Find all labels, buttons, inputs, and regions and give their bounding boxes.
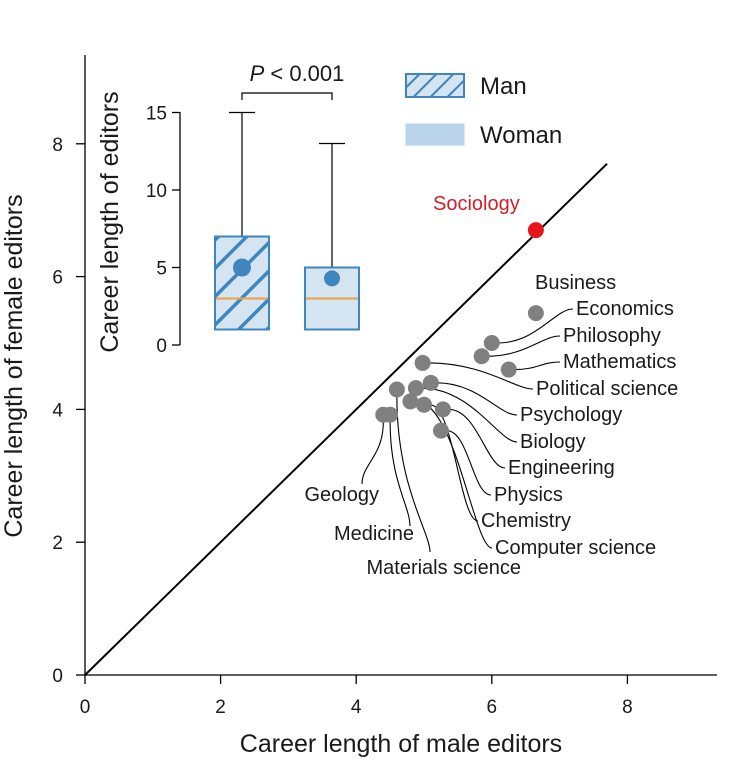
scatter-points <box>375 222 544 439</box>
legend-label-man: Man <box>480 73 527 100</box>
point-label-political-science: Political science <box>536 378 678 400</box>
point-label-mathematics: Mathematics <box>563 351 676 373</box>
x-axis-title: Career length of male editors <box>240 730 562 758</box>
scatter-point-geology <box>375 406 392 423</box>
scatter-point-chemistry <box>416 396 432 413</box>
x-ticks: 0 2 4 6 8 <box>80 675 633 718</box>
mean-marker-woman <box>324 270 340 287</box>
mean-marker-man <box>233 258 251 277</box>
y-ticks: 0 2 4 6 8 <box>52 135 85 687</box>
scatter-point-philosophy <box>473 348 490 365</box>
leader-line-economics <box>497 308 574 344</box>
point-label-medicine: Medicine <box>334 523 414 545</box>
scatter-point-engineering <box>434 401 451 418</box>
point-label-materials-science: Materials science <box>366 557 521 579</box>
inset-y-axis-title: Career length of editors <box>96 91 124 352</box>
y-tick-label: 6 <box>52 268 63 289</box>
inset-box-plot: 0 5 10 15 Career length of editors P < 0.00… <box>96 61 360 357</box>
inset-y-tick-label: 0 <box>156 336 167 357</box>
y-axis-title: Career length of female editors <box>0 194 28 537</box>
leader-line-engineering <box>448 408 506 469</box>
scatter-point-physics <box>432 422 449 439</box>
leader-line-psychology <box>436 382 518 416</box>
legend-swatch-woman <box>405 123 465 146</box>
leader-line-geology <box>361 421 384 485</box>
legend-swatch-man <box>405 73 465 98</box>
leader-line-mathematics <box>514 361 561 371</box>
x-tick-label: 2 <box>215 697 226 718</box>
y-tick-label: 4 <box>52 400 63 421</box>
scatter-point-economics <box>483 335 500 351</box>
point-label-psychology: Psychology <box>520 404 622 426</box>
scatter-point-sociology <box>527 222 544 239</box>
point-label-philosophy: Philosophy <box>563 325 661 347</box>
p-value-symbol: P <box>250 61 265 86</box>
inset-y-tick-label: 10 <box>146 181 167 202</box>
point-labels: Sociology Business Economics Philosophy Math… <box>305 193 679 579</box>
scatter-point-psychology <box>422 374 439 391</box>
inset-boxes <box>214 111 360 331</box>
point-label-physics: Physics <box>494 484 563 506</box>
inset-y-tick-label: 15 <box>146 104 167 125</box>
significance-bracket <box>241 92 333 100</box>
leader-line-materials-science <box>396 396 431 553</box>
leader-line-philosophy <box>487 335 561 357</box>
inset-y-tick-label: 5 <box>156 259 167 280</box>
y-tick-label: 0 <box>52 666 63 687</box>
scatter-axes: 0 2 4 6 8 0 2 4 6 8 Career length of male editor… <box>0 55 717 758</box>
x-tick-label: 4 <box>351 697 362 718</box>
x-tick-label: 0 <box>80 697 91 718</box>
scatter-point-computer-science <box>402 393 419 410</box>
reference-diagonal-line <box>84 163 608 676</box>
scatter-point-biology <box>407 380 424 397</box>
box-man <box>214 235 270 331</box>
x-tick-label: 8 <box>622 697 633 718</box>
scatter-point-mathematics <box>500 361 517 378</box>
scatter-point-materials-science <box>388 381 405 398</box>
inset-y-ticks: 0 5 10 15 <box>146 104 180 357</box>
y-tick-label: 2 <box>52 533 63 554</box>
point-label-economics: Economics <box>576 298 674 320</box>
leader-line-physics <box>446 430 492 496</box>
p-value-text: < 0.001 <box>264 61 344 86</box>
leader-line-biology <box>421 387 518 443</box>
legend-label-woman: Woman <box>480 122 562 149</box>
point-label-business: Business <box>535 272 616 294</box>
point-label-computer-science: Computer science <box>495 537 656 559</box>
leader-line-medicine <box>389 421 411 527</box>
scatter-point-political-science <box>414 354 431 371</box>
y-tick-label: 8 <box>52 135 63 156</box>
point-label-chemistry: Chemistry <box>481 510 571 532</box>
legend: Man Woman <box>405 73 562 149</box>
p-value-annotation: P < 0.001 <box>250 61 345 86</box>
point-label-biology: Biology <box>520 431 586 453</box>
point-label-sociology: Sociology <box>433 193 520 215</box>
x-tick-label: 6 <box>487 697 498 718</box>
point-label-geology: Geology <box>305 484 380 506</box>
scatter-point-business <box>527 305 544 322</box>
point-label-engineering: Engineering <box>508 457 615 479</box>
leader-line-political-science <box>428 362 534 390</box>
